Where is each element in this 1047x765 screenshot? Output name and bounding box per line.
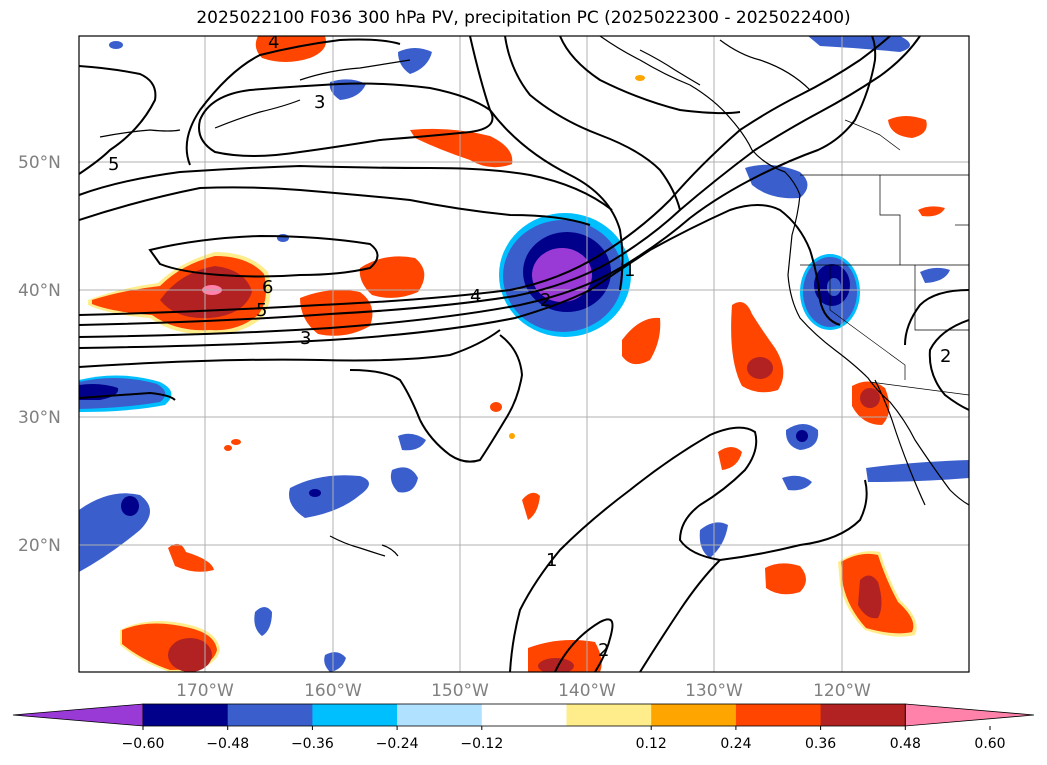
lon-label: 160°W xyxy=(304,681,362,701)
contour-labels: 4 3 5 6 5 3 4 2 1 1 2 2 xyxy=(108,32,951,661)
lon-label: 120°W xyxy=(813,681,871,701)
colorbar-extend-high xyxy=(904,703,1035,727)
colorbar-segment xyxy=(481,704,567,726)
colorbar-tick-label: 0.60 xyxy=(974,736,1005,752)
colorbar-tick-label: 0.12 xyxy=(636,736,667,752)
contour-label: 6 xyxy=(262,277,273,298)
longitude-labels: 170°W 160°W 150°W 140°W 130°W 120°W xyxy=(176,681,871,701)
precip-positive-patches xyxy=(88,36,945,672)
contour-label: 2 xyxy=(598,640,609,661)
colorbar-segment xyxy=(735,704,822,726)
contour-label: 3 xyxy=(300,328,311,349)
colorbar-tick-label: −0.60 xyxy=(122,736,165,752)
lon-label: 170°W xyxy=(176,681,234,701)
colorbar-tick-label: −0.24 xyxy=(376,736,419,752)
pv-contours xyxy=(79,36,969,672)
lat-label: 20°N xyxy=(18,536,61,556)
colorbar-tick-label: −0.48 xyxy=(206,736,249,752)
colorbar-segment xyxy=(143,704,229,726)
lat-label: 30°N xyxy=(18,408,61,428)
colorbar-segment xyxy=(820,704,906,726)
colorbar-segment xyxy=(312,704,398,726)
lon-label: 140°W xyxy=(558,681,616,701)
colorbar-segment xyxy=(227,704,313,726)
contour-label: 5 xyxy=(256,300,267,321)
contour-label: 1 xyxy=(546,550,557,571)
map-title: 2025022100 F036 300 hPa PV, precipitatio… xyxy=(196,8,851,28)
colorbar-tick-label: 0.24 xyxy=(720,736,751,752)
colorbar-segment xyxy=(651,704,737,726)
contour-label: 4 xyxy=(268,32,279,53)
colorbar-segment xyxy=(566,704,652,726)
contour-label: 2 xyxy=(940,346,951,367)
colorbar-extend-low xyxy=(12,703,144,727)
colorbar-tick-label: −0.12 xyxy=(460,736,503,752)
lat-label: 40°N xyxy=(18,281,61,301)
colorbar-segment xyxy=(397,704,483,726)
contour-label: 1 xyxy=(624,260,635,281)
coastlines xyxy=(99,36,969,557)
latitude-labels: 50°N 40°N 30°N 20°N xyxy=(18,153,61,556)
graticule xyxy=(79,36,969,672)
colorbar-tick-label: −0.36 xyxy=(291,736,334,752)
contour-label: 2 xyxy=(540,290,551,311)
lon-label: 130°W xyxy=(685,681,743,701)
contour-label: 3 xyxy=(314,92,325,113)
contour-label: 5 xyxy=(108,154,119,175)
lat-label: 50°N xyxy=(18,153,61,173)
colorbar-tick-label: 0.48 xyxy=(890,736,921,752)
state-borders xyxy=(800,119,969,396)
lon-label: 150°W xyxy=(431,681,489,701)
colorbar-tick-label: 0.36 xyxy=(805,736,836,752)
map-area xyxy=(79,36,969,672)
colorbar: −0.60 −0.48 −0.36 −0.24 −0.12 0.12 0.24 0.36 0.4… xyxy=(12,703,1035,752)
map-frame xyxy=(78,35,970,673)
contour-label: 4 xyxy=(470,286,481,307)
